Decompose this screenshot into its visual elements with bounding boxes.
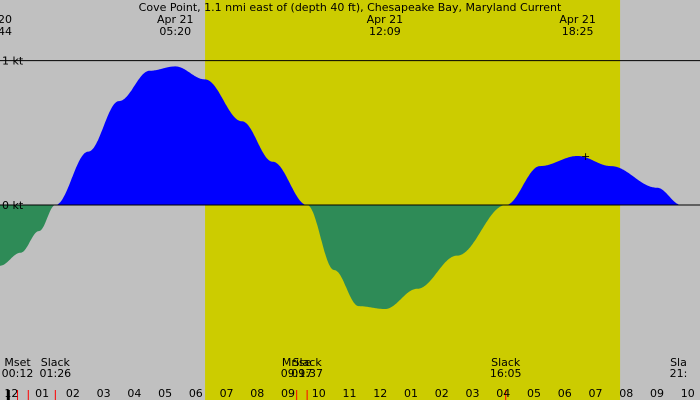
hour-tick-label: 10	[312, 387, 326, 400]
bottom-event-label: Slack	[41, 356, 71, 369]
hour-tick-label: 02	[66, 387, 80, 400]
hour-tick-label: 08	[619, 387, 633, 400]
hour-tick-label: 02	[435, 387, 449, 400]
bottom-event-time: 21:	[670, 367, 688, 380]
hour-tick-label: 03	[466, 387, 480, 400]
bottom-event-time: 09:37	[291, 367, 323, 380]
top-event-time: 05:20	[159, 25, 191, 38]
hour-tick-label: 10	[681, 387, 695, 400]
bottom-event-label: Mrise	[282, 356, 312, 369]
hour-tick-label: 01	[404, 387, 418, 400]
y-axis-label-0kt: 0 kt	[2, 199, 24, 212]
flood-current-area	[55, 66, 682, 206]
hour-tick-label: 12	[4, 387, 18, 400]
chart-title: Cove Point, 1.1 nmi east of (depth 40 ft…	[139, 1, 562, 14]
bottom-event-time: 09:17	[281, 367, 313, 380]
top-event-time: 44	[0, 25, 12, 38]
hour-tick-labels: 12 01 02 03 04 05 06 07 08 09 10 11 12 01 02 03 04 05 06 07…	[4, 387, 694, 400]
bottom-event-time: 01:26	[39, 367, 71, 380]
bottom-event-label: Mset	[4, 356, 31, 369]
top-event-time: 18:25	[562, 25, 594, 38]
bottom-event-label: Slack	[491, 356, 521, 369]
hour-tick-label: 06	[558, 387, 572, 400]
hour-tick-label: 04	[496, 387, 510, 400]
hour-tick-label: 06	[189, 387, 203, 400]
bottom-event-label: Sla	[670, 356, 687, 369]
bottom-event-labels: Mset00:12Slack01:26Mrise09:17Slack09:37S…	[2, 356, 688, 380]
top-event-time: 12:09	[369, 25, 401, 38]
y-axis-label-1kt: 1 kt	[2, 55, 24, 68]
top-event-date: 20	[0, 13, 12, 26]
hour-tick-label: 11	[343, 387, 357, 400]
top-event-date: Apr 21	[157, 13, 194, 26]
hour-tick-label: 09	[650, 387, 664, 400]
hour-tick-label: 07	[220, 387, 234, 400]
hour-tick-label: 09	[281, 387, 295, 400]
hour-tick-label: 07	[588, 387, 602, 400]
hour-tick-label: 08	[250, 387, 264, 400]
peak-marker: +	[581, 150, 590, 163]
hour-tick-label: 04	[127, 387, 141, 400]
hour-tick-label: 01	[35, 387, 49, 400]
bottom-event-time: 00:12	[2, 367, 34, 380]
top-event-date: Apr 21	[367, 13, 404, 26]
hour-tick-label: 03	[97, 387, 111, 400]
hour-tick-label: 05	[158, 387, 172, 400]
ebb-current-area	[0, 205, 506, 309]
hour-tick-label: 12	[373, 387, 387, 400]
event-tick-marks	[6, 390, 507, 400]
hour-tick-label: 05	[527, 387, 541, 400]
top-event-date: Apr 21	[559, 13, 596, 26]
bottom-event-label: Slack	[293, 356, 323, 369]
bottom-event-time: 16:05	[490, 367, 522, 380]
